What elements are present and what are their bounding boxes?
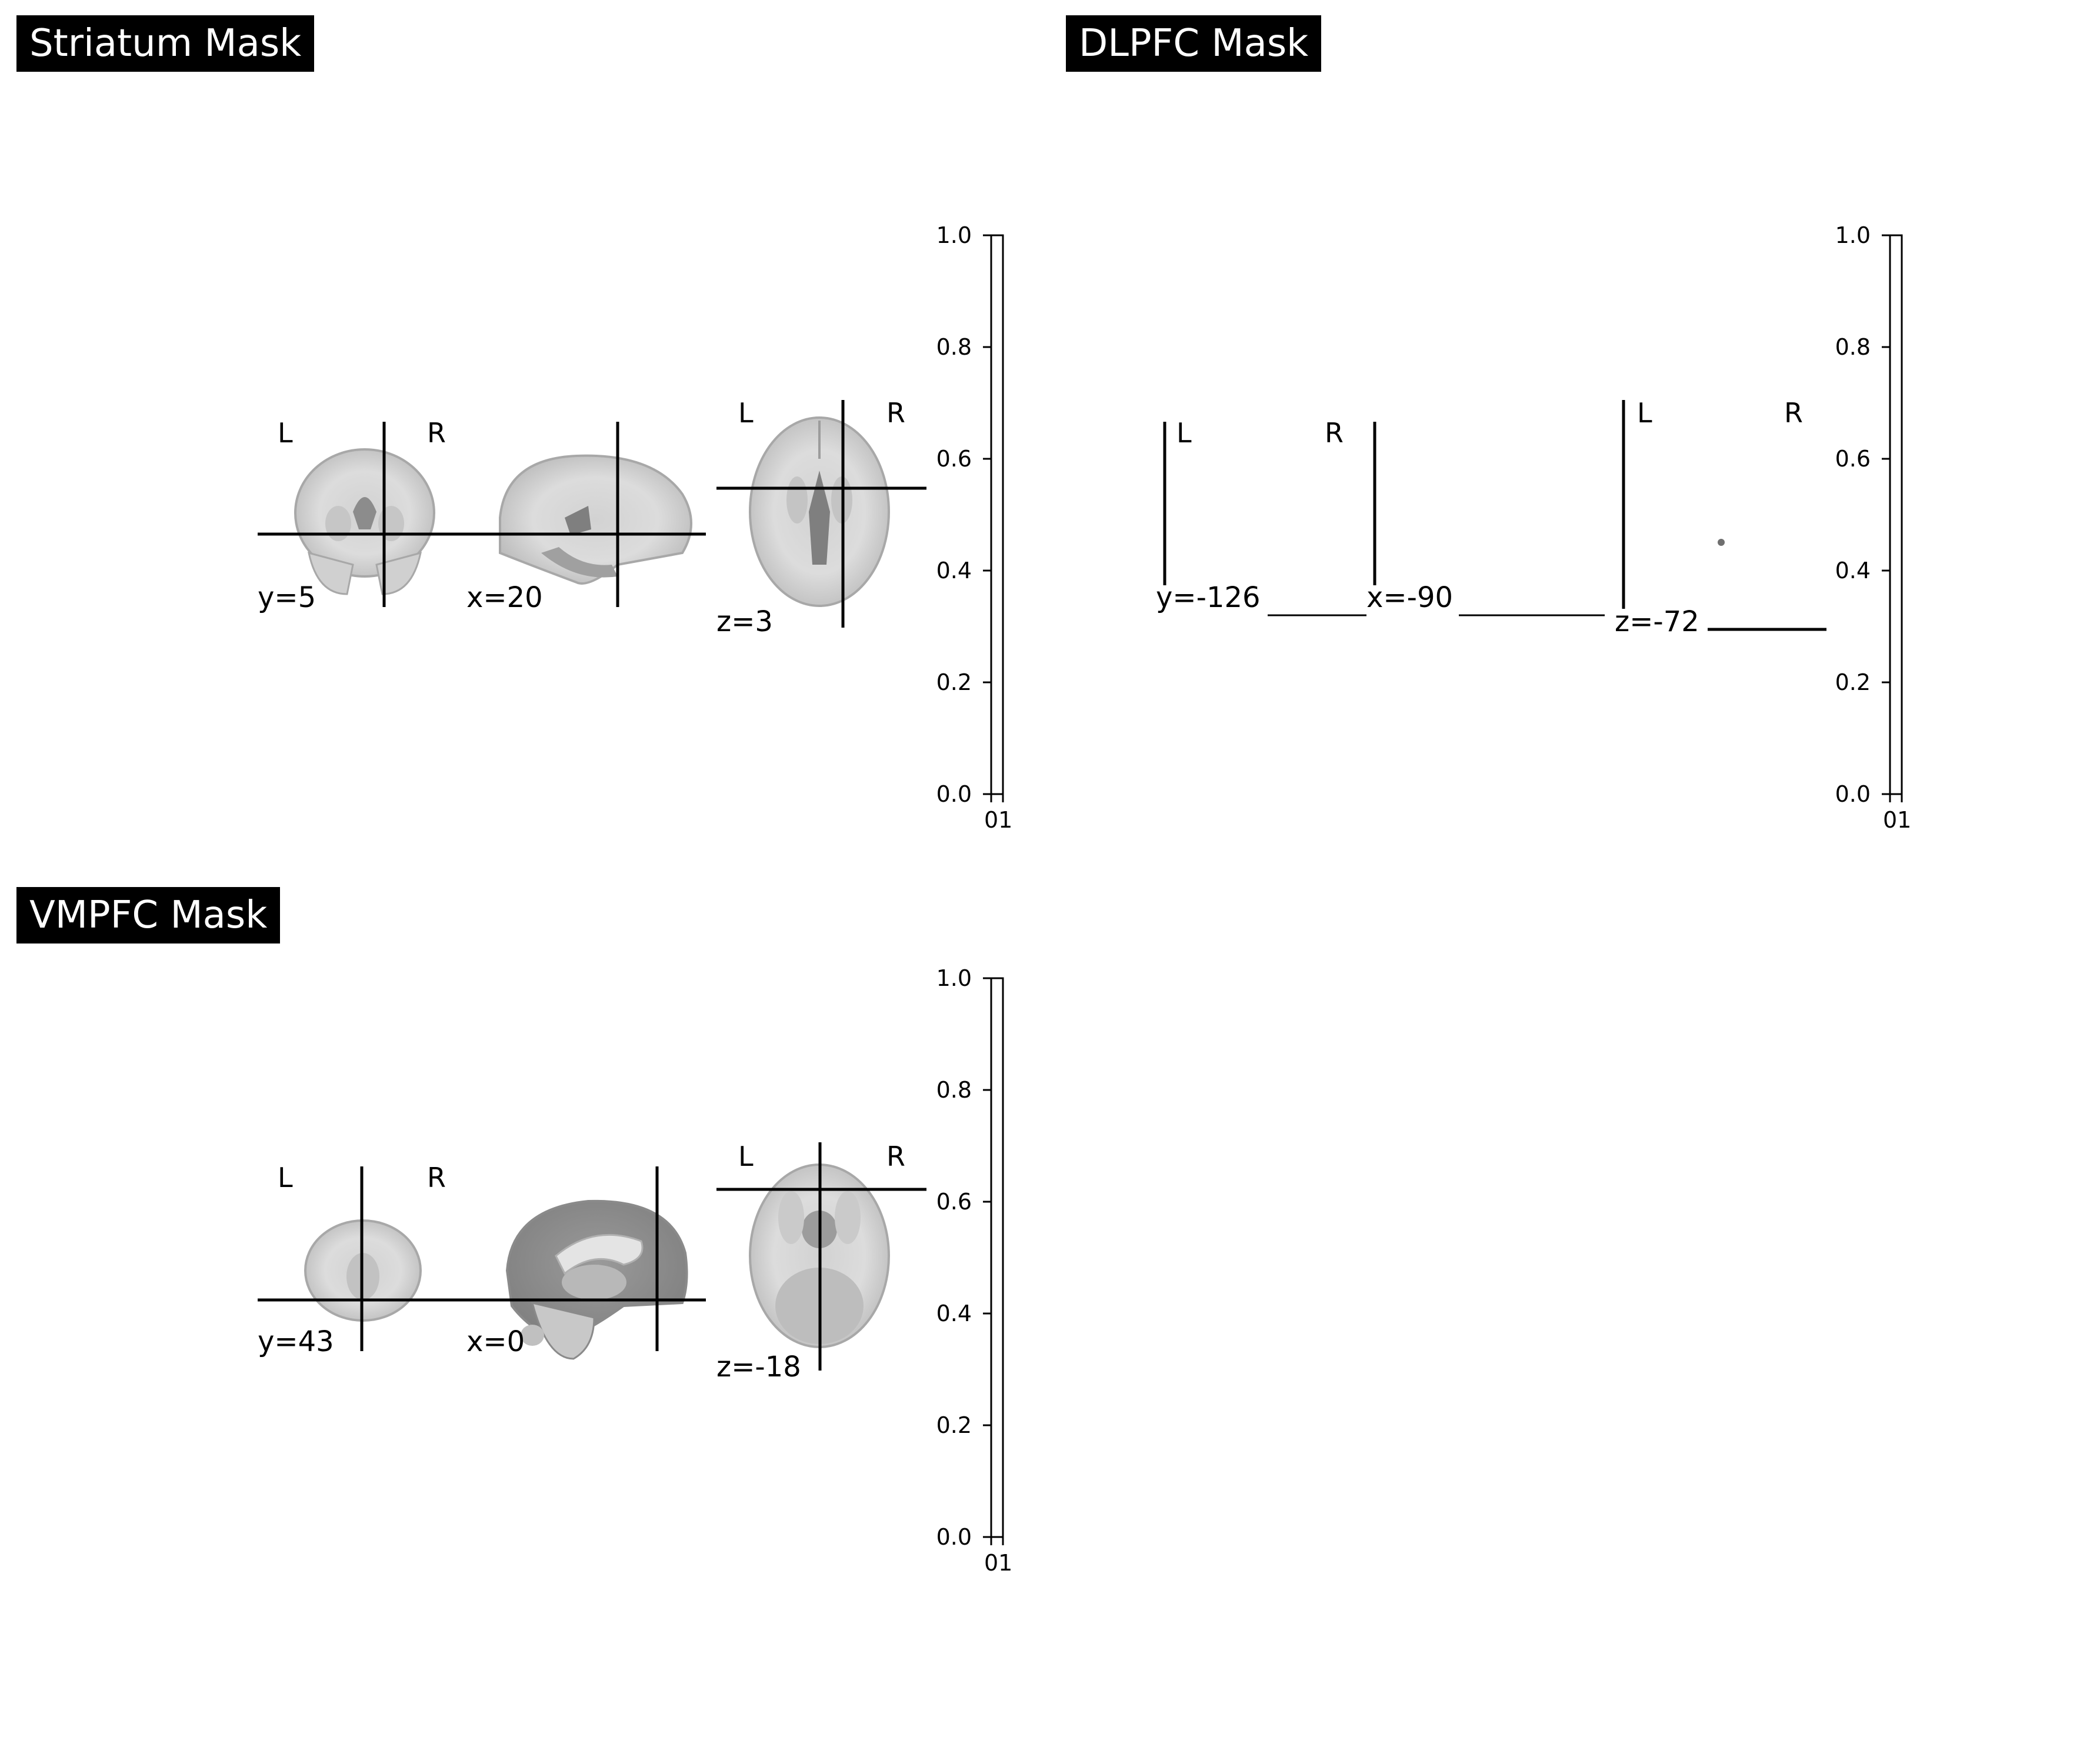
dlpfc-cut-x-label: x=-90 bbox=[1366, 581, 1453, 614]
striatum-axial-right-label: R bbox=[886, 397, 905, 429]
striatum-colorbar-tick-0.2: 0.2 bbox=[936, 669, 972, 695]
figure-text: L R L R y=5 x=20 z=3 1.0 0.8 0.6 0.4 0.2… bbox=[258, 222, 1911, 1576]
striatum-colorbar-tick-0.8: 0.8 bbox=[936, 334, 972, 360]
dlpfc-colorbar-tick-0.0: 0.0 bbox=[1835, 781, 1871, 807]
dlpfc-colorbar bbox=[1882, 234, 1903, 802]
vmpfc-colorbar-tick-0.8: 0.8 bbox=[936, 1077, 972, 1103]
striatum-coronal-left-label: L bbox=[278, 417, 293, 449]
striatum-cut-z-label: z=3 bbox=[716, 605, 773, 638]
vmpfc-axial-left-label: L bbox=[738, 1141, 754, 1172]
striatum-coronal-slice bbox=[294, 448, 435, 595]
dlpfc-colorbar-tick-1.0: 1.0 bbox=[1835, 222, 1871, 248]
striatum-colorbar bbox=[983, 234, 1004, 802]
dlpfc-axial-left-label: L bbox=[1637, 397, 1652, 429]
striatum-colorbar-tick-1.0: 1.0 bbox=[936, 222, 972, 248]
vmpfc-colorbar-xticks: 01 bbox=[984, 1550, 1012, 1576]
dlpfc-mask-speck bbox=[1718, 539, 1725, 546]
striatum-panel bbox=[258, 234, 1004, 802]
striatum-axial-slice bbox=[749, 416, 890, 607]
striatum-colorbar-tick-0.0: 0.0 bbox=[936, 781, 972, 807]
vmpfc-sagittal-slice bbox=[505, 1199, 688, 1360]
vmpfc-cut-x-label: x=0 bbox=[466, 1325, 525, 1358]
dlpfc-coronal-right-label: R bbox=[1325, 417, 1344, 449]
dlpfc-colorbar-tick-0.2: 0.2 bbox=[1835, 669, 1871, 695]
dlpfc-cut-z-label: z=-72 bbox=[1615, 605, 1699, 638]
vmpfc-colorbar-tick-0.6: 0.6 bbox=[936, 1189, 972, 1215]
striatum-colorbar-tick-0.4: 0.4 bbox=[936, 558, 972, 584]
striatum-cut-x-label: x=20 bbox=[466, 581, 543, 614]
dlpfc-colorbar-xticks: 01 bbox=[1883, 807, 1911, 833]
vmpfc-panel-title: VMPFC Mask bbox=[16, 887, 281, 943]
dlpfc-coronal-left-label: L bbox=[1176, 417, 1192, 449]
vmpfc-cut-y-label: y=43 bbox=[258, 1325, 334, 1358]
vmpfc-coronal-left-label: L bbox=[278, 1162, 293, 1193]
vmpfc-axial-right-label: R bbox=[886, 1141, 905, 1172]
striatum-colorbar-tick-0.6: 0.6 bbox=[936, 446, 972, 472]
striatum-coronal-right-label: R bbox=[427, 417, 446, 449]
striatum-sagittal-slice bbox=[499, 454, 692, 585]
dlpfc-colorbar-tick-0.4: 0.4 bbox=[1835, 558, 1871, 584]
striatum-axial-left-label: L bbox=[738, 397, 754, 429]
dlpfc-colorbar-tick-0.6: 0.6 bbox=[1835, 446, 1871, 472]
vmpfc-colorbar-tick-1.0: 1.0 bbox=[936, 965, 972, 991]
dlpfc-panel-title: DLPFC Mask bbox=[1066, 15, 1322, 72]
vmpfc-cut-z-label: z=-18 bbox=[716, 1351, 801, 1383]
dlpfc-panel bbox=[1163, 234, 1903, 802]
striatum-panel-title: Striatum Mask bbox=[16, 15, 315, 72]
vmpfc-panel bbox=[258, 977, 1004, 1545]
striatum-colorbar-xticks: 01 bbox=[984, 807, 1012, 833]
vmpfc-colorbar-tick-0.4: 0.4 bbox=[936, 1301, 972, 1326]
vmpfc-colorbar bbox=[983, 977, 1004, 1545]
vmpfc-colorbar-tick-0.0: 0.0 bbox=[936, 1524, 972, 1550]
striatum-cut-y-label: y=5 bbox=[258, 581, 316, 614]
vmpfc-colorbar-tick-0.2: 0.2 bbox=[936, 1412, 972, 1438]
dlpfc-colorbar-tick-0.8: 0.8 bbox=[1835, 334, 1871, 360]
dlpfc-axial-right-label: R bbox=[1784, 397, 1803, 429]
vmpfc-coronal-right-label: R bbox=[427, 1162, 446, 1193]
dlpfc-cut-y-label: y=-126 bbox=[1156, 581, 1261, 614]
